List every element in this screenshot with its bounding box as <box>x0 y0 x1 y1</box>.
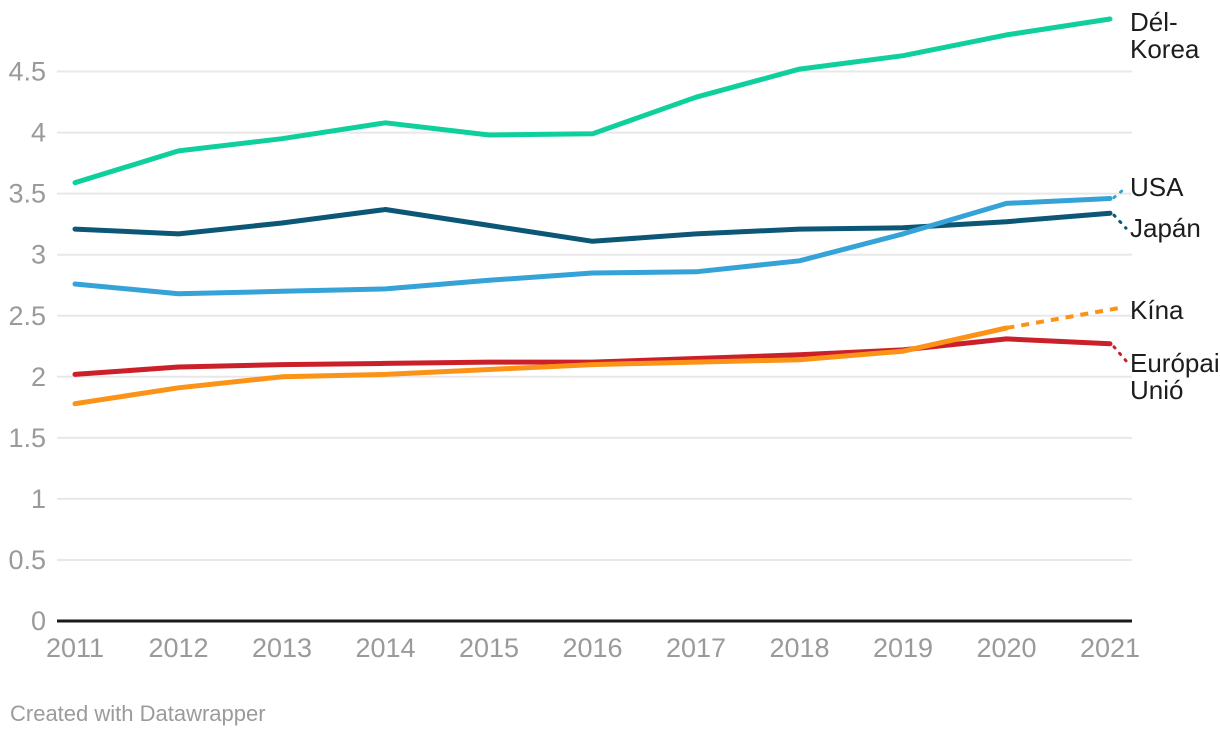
y-tick-label: 2 <box>31 362 46 392</box>
credit-line: Created with Datawrapper <box>10 701 266 727</box>
series-line-1 <box>72 196 1113 297</box>
series-line-dashed-3 <box>1006 305 1125 330</box>
x-tick-label: 2018 <box>769 633 829 663</box>
x-tick-label: 2021 <box>1080 633 1140 663</box>
series-label-text: Unió <box>1130 375 1184 405</box>
series-line-4 <box>72 336 1113 377</box>
y-tick-label: 3.5 <box>8 179 46 209</box>
series-label-text: Európai <box>1130 348 1220 378</box>
x-tick-label: 2013 <box>252 633 312 663</box>
series-label-text: Kína <box>1130 295 1184 325</box>
x-tick-label: 2014 <box>355 633 415 663</box>
x-tick-label: 2015 <box>459 633 519 663</box>
series-label-text: Dél- <box>1130 7 1178 37</box>
series-label-europai-unio: Európai Unió <box>1130 350 1220 404</box>
series-label-text: USA <box>1130 172 1184 202</box>
series-label-japan: Japán <box>1130 215 1201 242</box>
y-tick-label: 4 <box>31 118 46 148</box>
x-tick-label: 2017 <box>666 633 726 663</box>
series-line-0 <box>72 16 1113 186</box>
series-line-2 <box>72 207 1113 244</box>
series-line-3 <box>72 325 1009 407</box>
series-label-kina: Kína <box>1130 297 1184 324</box>
y-tick-label: 3 <box>31 240 46 270</box>
x-tick-label: 2011 <box>46 633 104 663</box>
series-label-text: Japán <box>1130 213 1201 243</box>
x-tick-label: 2019 <box>873 633 933 663</box>
label-connector-4 <box>1112 345 1128 363</box>
datawrapper-credit-link[interactable]: Created with Datawrapper <box>10 701 266 726</box>
label-connector-1 <box>1112 186 1128 200</box>
series-label-text: Korea <box>1130 34 1200 64</box>
series-label-usa: USA <box>1130 174 1183 201</box>
x-tick-label: 2012 <box>148 633 208 663</box>
label-connector-2 <box>1112 213 1128 230</box>
y-tick-label: 0.5 <box>8 545 46 575</box>
series-label-del-korea: Dél- Korea <box>1130 9 1199 63</box>
y-tick-label: 1.5 <box>8 423 46 453</box>
y-tick-label: 2.5 <box>8 301 46 331</box>
y-tick-label: 4.5 <box>8 57 46 87</box>
x-tick-label: 2020 <box>976 633 1036 663</box>
y-tick-label: 0 <box>31 606 46 636</box>
x-tick-label: 2016 <box>562 633 622 663</box>
y-tick-label: 1 <box>31 484 46 514</box>
